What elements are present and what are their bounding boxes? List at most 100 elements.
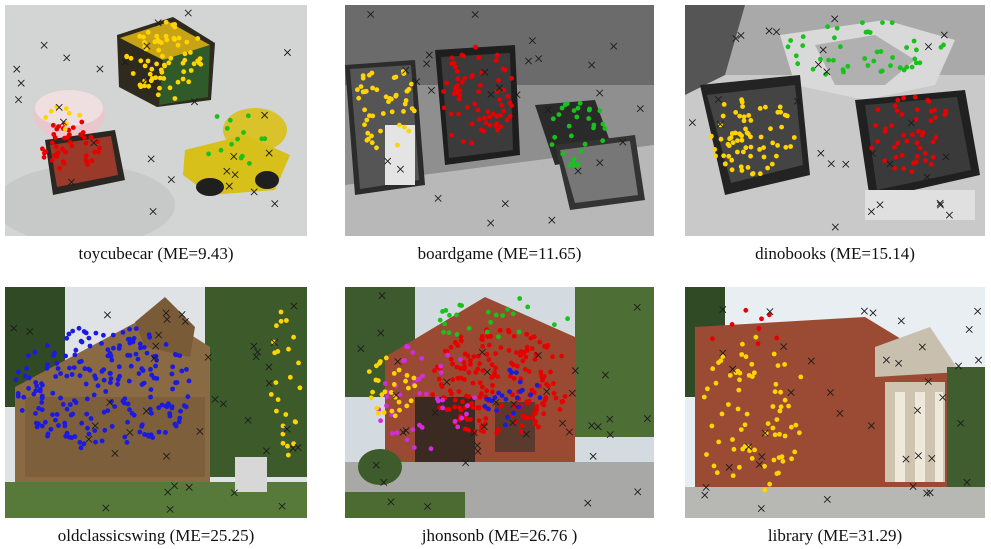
green-keypoint [880,20,885,25]
blue-keypoint [39,407,45,413]
green-keypoint [241,130,246,135]
yellow-keypoint [62,126,68,132]
red-keypoint [61,160,67,166]
green-keypoint [862,56,868,61]
blue-keypoint [122,400,127,406]
outlier-cross [163,315,171,323]
yellow-keypoint [712,147,718,152]
blue-keypoint [528,392,534,398]
blue-keypoint [124,440,130,445]
red-keypoint [476,405,482,411]
red-keypoint [89,158,95,164]
red-keypoint [755,341,761,347]
yellow-keypoint [741,149,746,155]
yellow-keypoint [383,94,389,100]
yellow-keypoint [788,144,793,149]
blue-keypoint [109,357,115,363]
blue-keypoint [64,373,70,379]
yellow-keypoint [280,440,286,446]
yellow-keypoint [383,355,389,361]
blue-keypoint [109,399,114,404]
outlier-cross [787,388,795,397]
blue-keypoint [53,417,58,423]
yellow-keypoint [168,55,174,61]
red-keypoint [469,140,475,146]
red-keypoint [449,391,454,397]
outlier-cross [745,443,753,451]
yellow-keypoint [397,407,402,413]
outlier-cross [167,176,175,184]
blue-keypoint [33,380,39,385]
red-keypoint [494,89,500,94]
blue-keypoint [125,401,131,407]
blue-keypoint [72,398,77,403]
red-keypoint [475,366,481,372]
red-keypoint [545,383,551,389]
outlier-cross [496,84,504,92]
yellow-keypoint [373,377,379,383]
red-keypoint [41,154,47,160]
red-keypoint [476,55,482,60]
yellow-keypoint [401,109,406,114]
outlier-cross [111,449,119,457]
red-keypoint [495,127,500,133]
yellow-keypoint [772,389,778,395]
yellow-keypoint [154,33,160,39]
yellow-keypoint [292,419,298,425]
outlier-cross [924,377,932,386]
magenta-keypoint [397,392,403,397]
red-keypoint [479,333,485,339]
blue-keypoint [77,440,83,445]
yellow-keypoint [284,318,289,323]
outlier-cross [510,400,518,408]
yellow-keypoint [369,140,375,146]
red-keypoint [892,103,898,109]
red-keypoint [442,348,448,354]
blue-keypoint [499,393,505,399]
yellow-keypoint [774,153,779,159]
blue-keypoint [494,408,499,413]
yellow-keypoint [716,360,721,365]
red-keypoint [446,407,452,412]
yellow-keypoint [740,104,745,109]
green-keypoint [488,319,494,325]
yellow-keypoint [397,122,402,128]
red-keypoint [460,139,466,145]
red-keypoint [545,343,551,348]
yellow-keypoint [763,104,768,110]
yellow-keypoint [389,408,395,414]
magenta-keypoint [440,397,445,403]
blue-keypoint [33,388,39,394]
red-keypoint [892,144,897,150]
outlier-cross [196,427,204,435]
yellow-keypoint [752,447,757,453]
outlier-cross [928,454,936,462]
outlier-cross [142,407,150,415]
blue-keypoint [184,367,189,372]
blue-keypoint [117,343,122,348]
outlier-cross [826,388,834,397]
green-keypoint [823,71,829,77]
red-keypoint [538,369,544,375]
yellow-keypoint [400,69,406,74]
green-keypoint [810,66,816,72]
yellow-keypoint [77,112,82,118]
yellow-keypoint [406,128,412,134]
yellow-keypoint [379,392,385,398]
blue-keypoint [148,394,154,400]
green-keypoint [575,161,581,167]
yellow-keypoint [736,387,742,393]
outlier-cross [596,89,604,97]
yellow-keypoint [188,50,193,55]
outlier-cross [793,97,801,105]
red-keypoint [869,145,875,151]
yellow-keypoint [762,487,768,493]
red-keypoint [520,414,526,420]
yellow-keypoint [396,367,402,373]
red-keypoint [899,152,905,158]
blue-keypoint [45,362,50,368]
red-keypoint [80,130,86,135]
red-keypoint [452,397,458,403]
outlier-cross [443,378,451,386]
blue-keypoint [82,366,88,372]
